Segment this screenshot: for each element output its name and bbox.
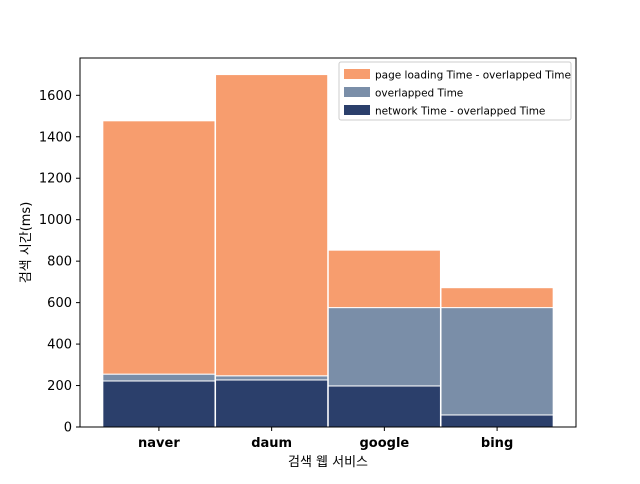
legend-label: page loading Time - overlapped Time <box>375 70 571 82</box>
y-axis: 0 200 400 600 800 1000 1200 1400 1600 <box>39 89 80 436</box>
bar-naver-series-2 <box>102 120 216 375</box>
x-axis: naver daum google bing <box>138 427 513 451</box>
bar-bing-series-2 <box>440 287 554 309</box>
bars-layer <box>102 74 554 428</box>
x-axis-title: 검색 웹 서비스 <box>288 455 368 470</box>
legend-box <box>338 61 572 121</box>
bar-google-series-2 <box>327 249 441 309</box>
y-tick-label: 0 <box>64 421 72 436</box>
legend-swatch <box>344 105 370 115</box>
x-tick-label: google <box>359 436 409 451</box>
bar-bing-series-0 <box>440 414 554 428</box>
bar-google-series-1 <box>327 307 441 387</box>
y-tick-label: 1000 <box>39 213 72 228</box>
legend: page loading Time - overlapped Time overl… <box>338 61 572 121</box>
x-tick-label: daum <box>251 436 292 451</box>
y-tick-label: 1200 <box>39 172 72 187</box>
y-axis-title: 검색 시간(ms) <box>19 202 34 284</box>
bar-daum-series-1 <box>215 375 329 381</box>
bar-google-series-0 <box>327 385 441 428</box>
bar-bing-series-1 <box>440 307 554 416</box>
y-tick-label: 1400 <box>39 130 72 145</box>
bar-naver-series-1 <box>102 373 216 382</box>
legend-swatch <box>344 69 370 79</box>
x-tick-label: naver <box>138 436 180 451</box>
bar-daum-series-2 <box>215 74 329 377</box>
y-tick-label: 400 <box>47 338 72 353</box>
y-tick-label: 200 <box>47 379 72 394</box>
bar-daum-series-0 <box>215 379 329 428</box>
legend-swatch <box>344 87 370 97</box>
x-tick-label: bing <box>481 436 513 451</box>
y-tick-label: 600 <box>47 296 72 311</box>
plot-frame <box>79 57 577 428</box>
y-tick-label: 1600 <box>39 89 72 104</box>
bar-naver-series-0 <box>102 380 216 428</box>
legend-label: network Time - overlapped Time <box>375 106 545 118</box>
y-tick-label: 800 <box>47 255 72 270</box>
legend-label: overlapped Time <box>375 88 463 100</box>
